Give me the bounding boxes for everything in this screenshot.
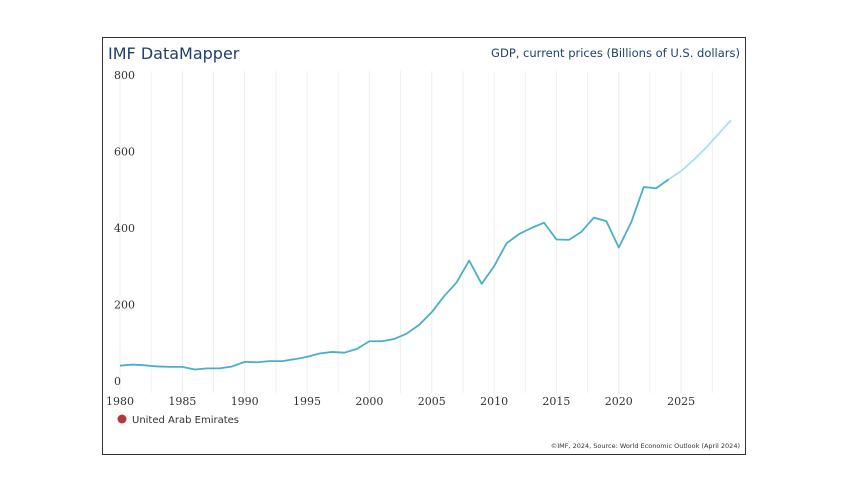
data-point[interactable]	[641, 185, 646, 190]
x-tick-label: 1990	[231, 395, 259, 408]
x-tick-label: 1985	[168, 395, 196, 408]
series-layer	[118, 118, 734, 372]
chart-title: GDP, current prices (Billions of U.S. do…	[491, 46, 740, 60]
data-point[interactable]	[654, 186, 659, 191]
data-point[interactable]	[118, 363, 123, 368]
x-tick-label: 2015	[542, 395, 570, 408]
y-tick-label: 800	[114, 69, 135, 82]
x-tick-label: 1995	[293, 395, 321, 408]
data-point[interactable]	[604, 219, 609, 224]
data-point[interactable]	[255, 360, 260, 365]
data-point[interactable]	[629, 220, 634, 225]
series-line-projection[interactable]	[668, 119, 732, 181]
data-point[interactable]	[467, 258, 472, 263]
data-point[interactable]	[616, 245, 621, 250]
data-point[interactable]	[342, 350, 347, 355]
x-tick-label: 2000	[355, 395, 383, 408]
data-point[interactable]	[230, 364, 235, 369]
y-tick-label: 200	[114, 299, 135, 312]
data-point[interactable]	[354, 346, 359, 351]
data-point[interactable]	[280, 359, 285, 364]
y-tick-label: 600	[114, 146, 135, 159]
y-tick-label: 0	[114, 375, 121, 388]
data-point[interactable]	[541, 220, 546, 225]
data-point[interactable]	[192, 367, 197, 372]
data-point[interactable]	[566, 237, 571, 242]
data-point[interactable]	[217, 366, 222, 371]
data-point[interactable]	[317, 351, 322, 356]
data-point[interactable]	[492, 264, 497, 269]
data-point[interactable]	[392, 336, 397, 341]
y-tick-label: 400	[114, 222, 135, 235]
data-point[interactable]	[729, 118, 734, 123]
data-point[interactable]	[679, 169, 684, 174]
data-point[interactable]	[180, 364, 185, 369]
data-point[interactable]	[716, 131, 721, 136]
y-axis-ticks: 0 200 400 600 800	[114, 69, 135, 388]
data-point[interactable]	[479, 281, 484, 286]
data-point[interactable]	[130, 362, 135, 367]
series-line-historical[interactable]	[119, 178, 670, 371]
data-point[interactable]	[167, 364, 172, 369]
data-point[interactable]	[554, 237, 559, 242]
data-point[interactable]	[142, 363, 147, 368]
data-point[interactable]	[242, 359, 247, 364]
data-point[interactable]	[404, 331, 409, 336]
data-point[interactable]	[267, 359, 272, 364]
grid-lines	[119, 71, 713, 393]
x-tick-label: 2005	[418, 395, 446, 408]
brand-title: IMF DataMapper	[108, 44, 240, 63]
data-point[interactable]	[329, 349, 334, 354]
chart-frame: IMF DataMapper GDP, current prices (Bill…	[102, 37, 746, 455]
data-point[interactable]	[155, 364, 160, 369]
data-point[interactable]	[367, 339, 372, 344]
data-point[interactable]	[292, 357, 297, 362]
data-point[interactable]	[704, 145, 709, 150]
data-point[interactable]	[379, 339, 384, 344]
data-point[interactable]	[205, 366, 210, 371]
chart: IMF DataMapper GDP, current prices (Bill…	[106, 44, 740, 450]
data-point[interactable]	[529, 226, 534, 231]
data-point[interactable]	[691, 157, 696, 162]
data-point[interactable]	[442, 294, 447, 299]
x-tick-label: 2010	[480, 395, 508, 408]
data-point[interactable]	[429, 310, 434, 315]
data-point[interactable]	[454, 280, 459, 285]
x-tick-label: 2020	[605, 395, 633, 408]
legend-label[interactable]: United Arab Emirates	[132, 415, 239, 426]
data-point[interactable]	[579, 229, 584, 234]
x-tick-label: 1980	[106, 395, 134, 408]
x-axis-ticks: 1980 1985 1990 1995 2000 2005 2010 2015 2020 2025	[106, 395, 695, 408]
data-point[interactable]	[504, 241, 509, 246]
data-point[interactable]	[591, 215, 596, 220]
data-point[interactable]	[305, 354, 310, 359]
data-point[interactable]	[517, 232, 522, 237]
data-point[interactable]	[666, 177, 671, 182]
x-tick-label: 2025	[667, 395, 695, 408]
legend-marker[interactable]	[117, 414, 127, 424]
data-point[interactable]	[417, 322, 422, 327]
source-note: ©IMF, 2024, Source: World Economic Outlo…	[551, 442, 740, 450]
